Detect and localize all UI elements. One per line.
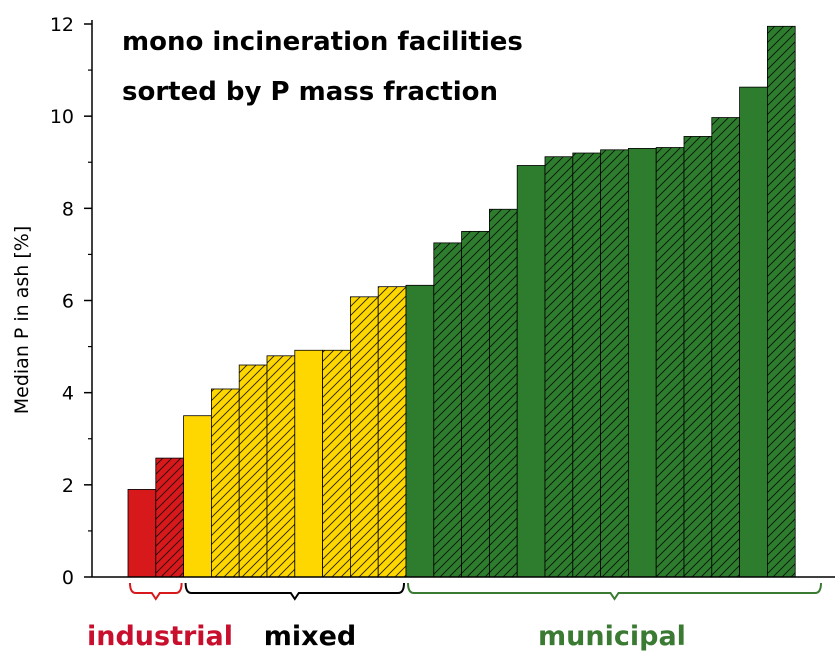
- y-tick-label: 0: [62, 567, 74, 589]
- y-tick-label: 4: [62, 383, 74, 405]
- y-axis-label: Median P in ash [%]: [11, 226, 33, 415]
- bar-hatch: [600, 149, 629, 577]
- y-tick-label: 12: [50, 14, 74, 36]
- bar-hatch: [656, 147, 684, 577]
- group-bracket-industrial: [129, 582, 183, 601]
- bar-hatch: [267, 355, 295, 577]
- bar-hatch: [461, 231, 490, 577]
- bar: [183, 415, 212, 578]
- annotation-line-2: sorted by P mass fraction: [122, 77, 498, 107]
- bar-hatch: [322, 350, 351, 577]
- bar-hatch: [155, 458, 184, 577]
- bar-hatch: [572, 153, 601, 578]
- bar: [127, 489, 157, 578]
- group-brackets: [129, 582, 822, 601]
- bar-hatch: [433, 242, 462, 578]
- group-label-mixed: mixed: [264, 621, 356, 652]
- bars: [127, 25, 796, 578]
- group-bracket-municipal: [407, 582, 822, 601]
- bar-hatch: [489, 209, 518, 577]
- bar-hatch: [767, 26, 796, 578]
- y-tick-label: 2: [62, 475, 74, 497]
- bar: [405, 284, 435, 578]
- axes: [91, 20, 835, 578]
- bar-hatch: [684, 136, 712, 577]
- y-tick-label: 8: [62, 198, 74, 220]
- y-tick-label: 10: [50, 106, 74, 128]
- bar: [739, 86, 768, 578]
- y-axis-ticks: 0 2 4 6 8 10 12: [50, 14, 92, 589]
- group-label-municipal: municipal: [538, 621, 686, 652]
- bar-hatch: [239, 365, 267, 577]
- annotation-line-1: mono incineration facilities: [122, 27, 523, 57]
- group-bracket-mixed: [184, 582, 405, 601]
- bar-hatch: [350, 296, 379, 577]
- bar-hatch: [711, 117, 740, 577]
- group-label-industrial: industrial: [87, 621, 233, 652]
- bar: [516, 165, 546, 578]
- bar-hatch: [211, 388, 240, 577]
- bar-hatch: [545, 156, 573, 577]
- bar-hatch: [378, 286, 406, 577]
- bar: [628, 148, 657, 578]
- y-tick-label: 6: [62, 291, 74, 313]
- bar: [294, 349, 323, 578]
